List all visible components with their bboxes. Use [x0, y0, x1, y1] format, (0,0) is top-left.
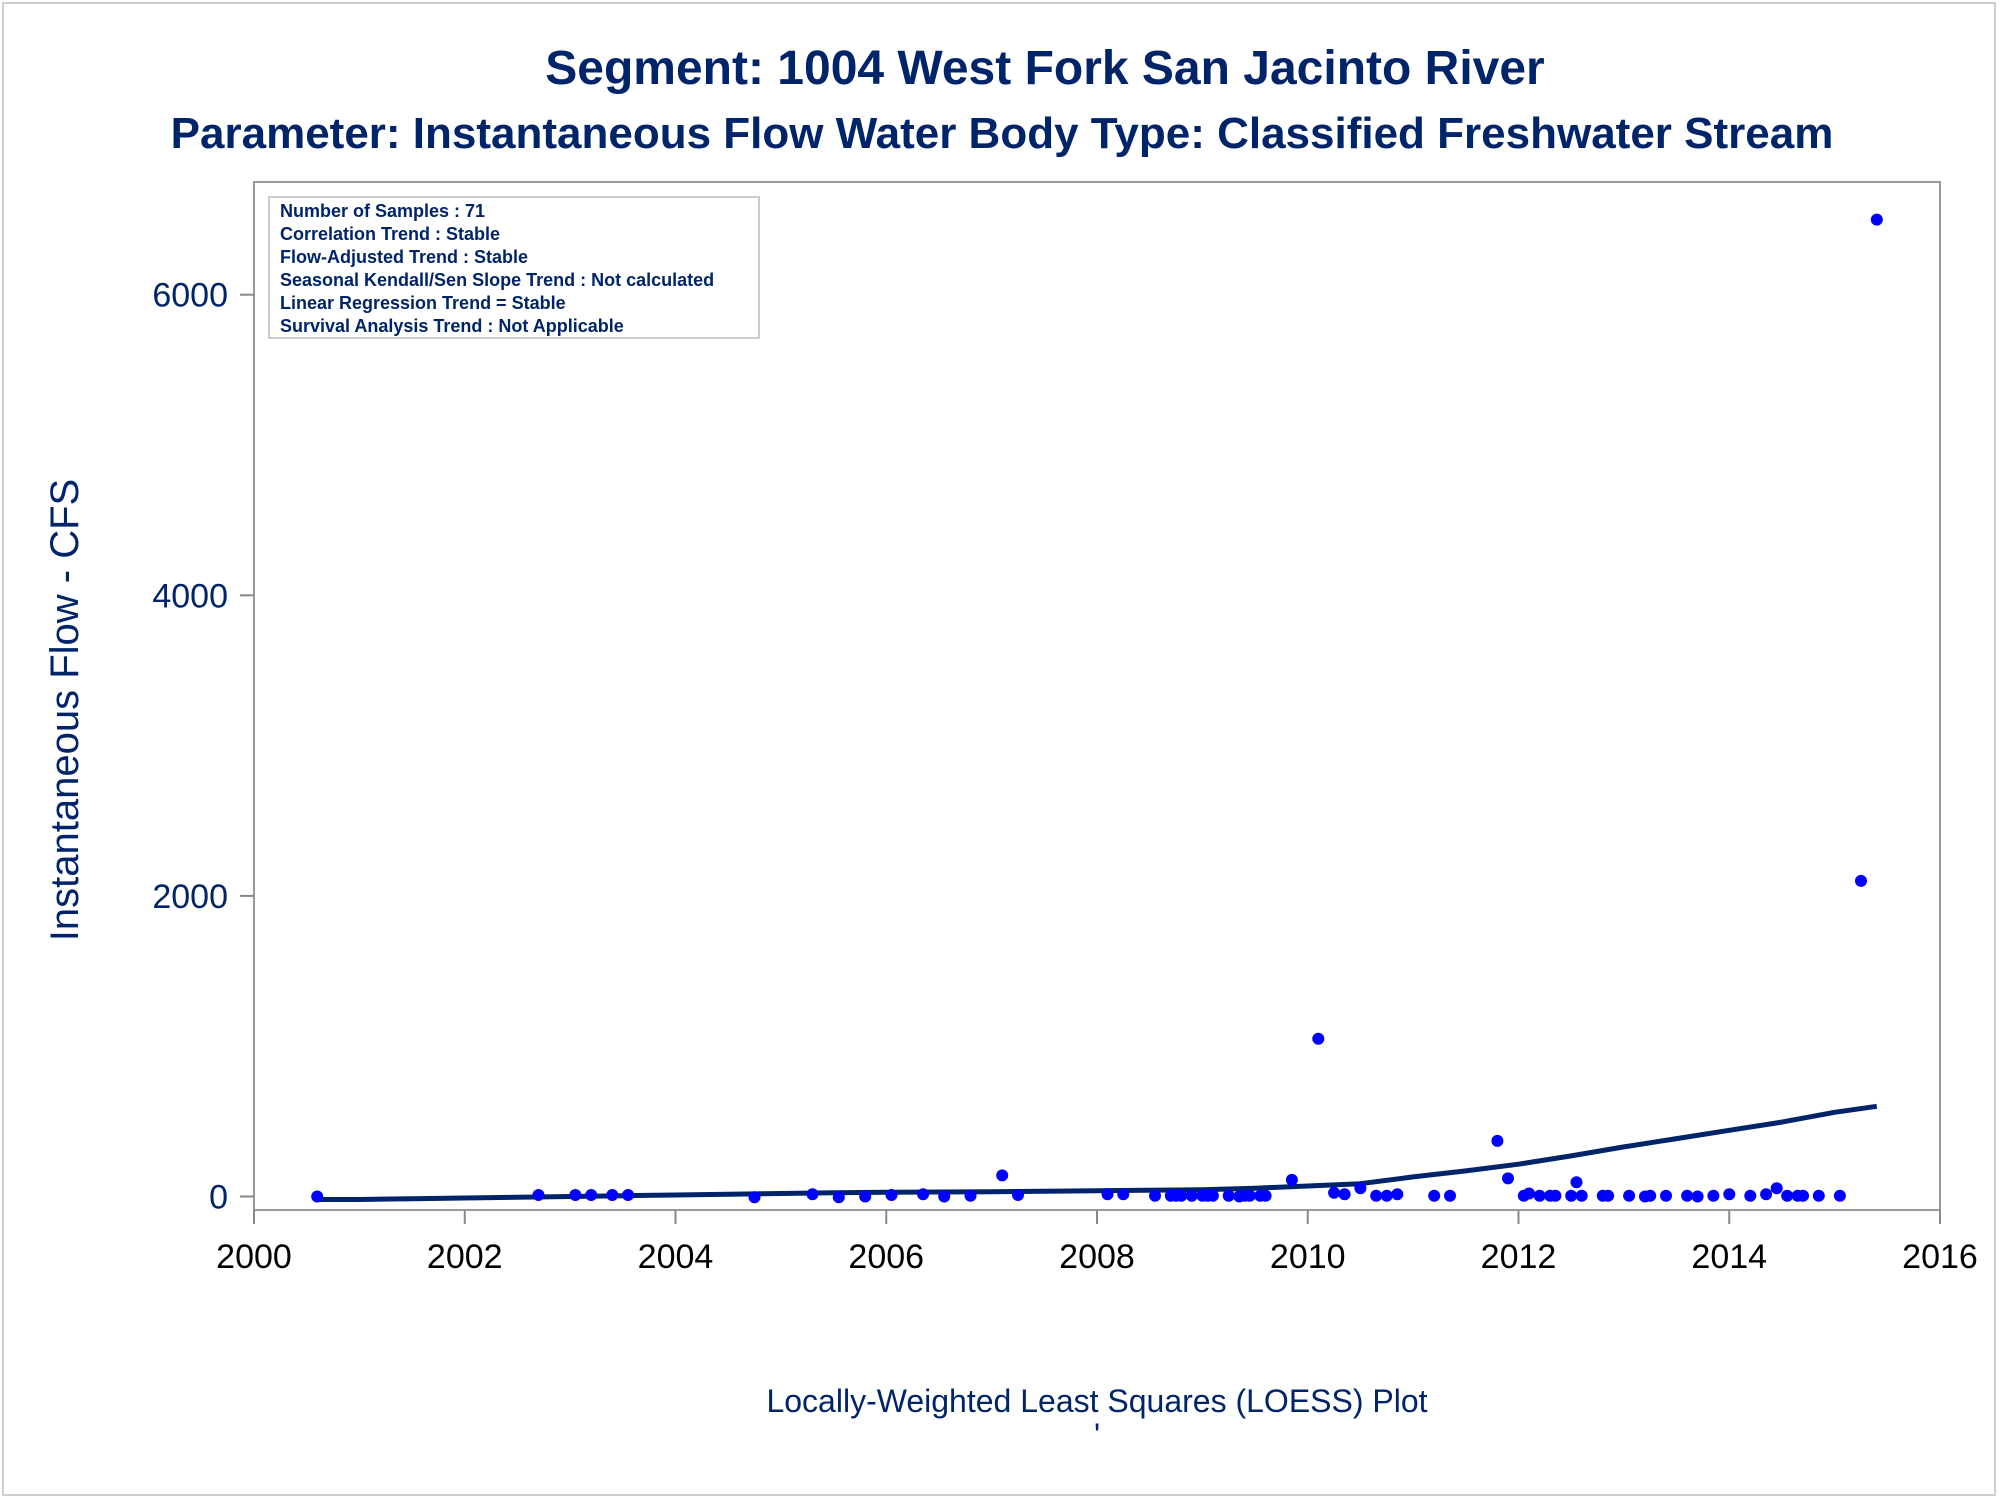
data-point	[622, 1189, 635, 1201]
data-point	[1565, 1189, 1578, 1202]
data-point	[1523, 1187, 1535, 1200]
data-point	[938, 1190, 951, 1203]
data-point	[1175, 1189, 1188, 1202]
data-point	[311, 1190, 324, 1203]
data-point	[1380, 1189, 1393, 1202]
data-point	[1744, 1189, 1757, 1202]
x-tick-label: 2006	[848, 1238, 924, 1276]
data-point	[1723, 1188, 1736, 1201]
data-point	[917, 1188, 930, 1201]
data-point	[1812, 1189, 1825, 1202]
loess-curve-layer	[317, 1103, 1878, 1202]
data-point	[1370, 1189, 1383, 1202]
x-tick-label: 2008	[1059, 1238, 1135, 1276]
x-tick-label: 2010	[1270, 1238, 1346, 1276]
chart-title: Segment: 1004 West Fork San Jacinto Rive…	[545, 42, 1544, 95]
x-tick-label: 2000	[216, 1238, 292, 1276]
x-tick-label: 2012	[1481, 1238, 1557, 1276]
stats-box-border	[268, 196, 760, 339]
data-point	[832, 1191, 845, 1204]
x-tick-label: 2002	[427, 1238, 503, 1276]
data-point	[964, 1189, 977, 1202]
data-point	[1644, 1189, 1657, 1202]
data-point	[748, 1191, 761, 1204]
data-point	[1338, 1188, 1351, 1201]
data-point	[1117, 1188, 1130, 1201]
data-point	[1149, 1189, 1161, 1202]
data-point	[1285, 1173, 1298, 1186]
x-tick-label: 2014	[1691, 1238, 1767, 1276]
data-point	[859, 1190, 872, 1203]
stat-line-samples: Number of Samples : 71	[280, 201, 485, 221]
data-point	[1502, 1172, 1514, 1185]
data-point	[1491, 1134, 1504, 1147]
footnote: Locally-Weighted Least Squares (LOESS) P…	[766, 1383, 1427, 1419]
axes: 2000 2002 2004 2006 2008 2010 2012 2014 2016 0 200…	[152, 277, 1977, 1276]
data-point	[996, 1169, 1009, 1182]
data-point	[1328, 1186, 1341, 1199]
data-point	[1206, 1189, 1219, 1202]
stat-line-survival: Survival Analysis Trend : Not Applicable	[280, 316, 624, 336]
data-point	[1549, 1189, 1562, 1202]
data-point	[1444, 1189, 1456, 1202]
stat-line-seasonal-kendall: Seasonal Kendall/Sen Slope Trend : Not c…	[280, 270, 714, 290]
data-point	[1101, 1188, 1114, 1201]
stat-line-correlation: Correlation Trend : Stable	[280, 224, 500, 244]
data-point	[606, 1189, 619, 1201]
data-point	[1691, 1190, 1704, 1203]
x-tick-label: 2016	[1902, 1238, 1978, 1276]
data-point	[885, 1189, 898, 1201]
data-point	[1259, 1189, 1272, 1202]
y-tick-label: 4000	[152, 577, 228, 615]
data-point	[1354, 1182, 1367, 1195]
data-point	[1760, 1188, 1773, 1201]
data-point	[1855, 874, 1867, 887]
data-point	[1575, 1189, 1588, 1202]
data-point	[1391, 1188, 1404, 1201]
data-point	[1185, 1189, 1198, 1202]
data-point	[1870, 213, 1883, 226]
data-point	[1660, 1189, 1672, 1202]
stat-line-flow-adjusted: Flow-Adjusted Trend : Stable	[280, 247, 528, 267]
data-points-layer	[311, 213, 1883, 1204]
data-point	[1707, 1189, 1720, 1202]
footnote-mark: '	[1094, 1417, 1100, 1453]
data-point	[1428, 1189, 1441, 1202]
data-point	[806, 1188, 819, 1201]
data-point	[1570, 1176, 1583, 1189]
data-point	[1833, 1189, 1846, 1202]
data-point	[1243, 1189, 1256, 1202]
data-point	[1623, 1189, 1636, 1202]
data-point	[1533, 1189, 1546, 1202]
data-point	[585, 1189, 598, 1201]
data-point	[532, 1189, 545, 1201]
data-point	[1681, 1189, 1694, 1202]
y-tick-label: 0	[209, 1178, 228, 1216]
data-point	[1770, 1182, 1783, 1195]
x-tick-label: 2004	[638, 1238, 714, 1276]
y-axis-label: Instantaneous Flow - CFS	[43, 479, 87, 941]
chart-subtitle: Parameter: Instantaneous Flow Water Body…	[171, 109, 1834, 158]
data-point	[1602, 1189, 1615, 1202]
loess-line	[317, 1103, 1878, 1202]
data-point	[1797, 1189, 1809, 1202]
stats-box: Number of Samples : 71 Correlation Trend…	[268, 196, 760, 339]
data-point	[1012, 1189, 1024, 1201]
y-tick-label: 2000	[152, 878, 228, 916]
data-point	[1781, 1189, 1794, 1202]
data-point	[1312, 1032, 1325, 1045]
y-tick-label: 6000	[152, 277, 228, 315]
data-point	[569, 1189, 582, 1201]
stat-line-linear-regression: Linear Regression Trend = Stable	[280, 293, 566, 313]
data-point	[1222, 1189, 1235, 1202]
